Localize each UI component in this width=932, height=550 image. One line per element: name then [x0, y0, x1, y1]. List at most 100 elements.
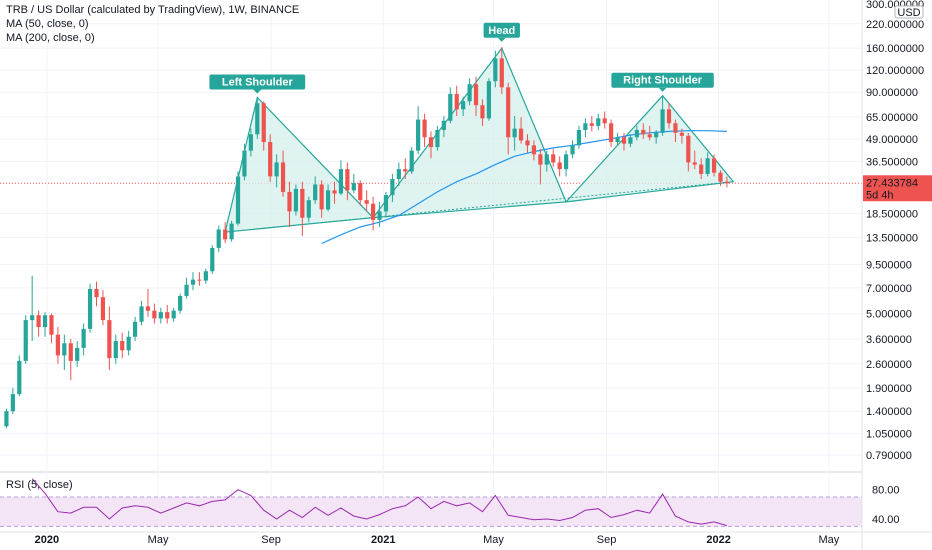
annotation-pointer	[253, 89, 262, 94]
ma50-line	[321, 130, 727, 245]
candle-body	[268, 142, 273, 177]
candle-body	[525, 140, 530, 146]
rsi-panel: 80.00 40.00	[0, 478, 900, 527]
candle-body	[602, 118, 607, 124]
price-tick-label: 3.600000	[866, 334, 912, 346]
candle-body	[10, 394, 15, 412]
candle-body	[666, 109, 672, 124]
candle-body	[332, 190, 337, 194]
candle-body	[255, 103, 260, 135]
candle-body	[705, 158, 710, 174]
rsi-tick-label: 40.00	[872, 514, 900, 526]
candle-body	[641, 129, 646, 135]
candle-body	[223, 229, 228, 240]
candle-body	[120, 341, 125, 351]
chart-title: TRB / US Dollar (calculated by TradingVi…	[6, 4, 300, 16]
time-tick-label: 2021	[371, 534, 395, 546]
neckline	[225, 181, 727, 233]
candle-body	[242, 150, 247, 177]
time-tick-label: May	[483, 534, 504, 546]
annotation-badge	[611, 72, 714, 88]
ma200-legend[interactable]: MA (200, close, 0)	[6, 32, 95, 44]
candle-body	[647, 134, 652, 138]
price-tick-label: 13.500000	[866, 233, 918, 245]
candle-body	[583, 123, 588, 130]
currency-label: USD	[897, 7, 920, 19]
time-axis[interactable]: 2020 May Sep 2021 May Sep 2022 May	[0, 531, 932, 546]
time-tick-label: May	[148, 534, 169, 546]
candle-body	[55, 334, 60, 356]
price-tick-label: 300.000000	[866, 0, 924, 11]
candle-body	[467, 84, 472, 102]
candle-body	[165, 312, 170, 319]
candle-body	[126, 336, 131, 351]
candle-body	[544, 154, 549, 165]
candle-body	[197, 279, 202, 281]
candle-body	[17, 360, 22, 395]
candle-body	[673, 123, 678, 133]
candle-body	[473, 84, 479, 106]
candle-body	[75, 347, 80, 361]
pattern-annotations: Left Shoulder Head Right Shoulder	[209, 22, 714, 94]
candle-body	[325, 190, 331, 210]
candle-body	[422, 119, 427, 138]
candles-layer	[4, 47, 730, 429]
candle-body	[679, 132, 684, 136]
price-tick-label: 1.900000	[866, 383, 912, 395]
candle-body	[589, 123, 594, 126]
time-tick-label: Sep	[597, 534, 617, 546]
candle-body	[203, 271, 208, 281]
candle-body	[596, 118, 601, 126]
candle-body	[557, 162, 562, 170]
candle-body	[42, 315, 48, 328]
annotation-label: Left Shoulder	[222, 77, 294, 89]
price-tick-label: 49.000000	[866, 134, 918, 146]
candle-body	[499, 58, 504, 88]
candle-body	[139, 306, 144, 322]
candle-body	[280, 162, 286, 192]
price-axis[interactable]: 300.000000 220.000000 160.000000 120.000000…	[861, 0, 932, 550]
currency-box	[894, 5, 924, 19]
candle-body	[628, 137, 633, 144]
candle-body	[274, 162, 279, 177]
annotation-pointer	[497, 37, 506, 42]
candle-body	[686, 135, 691, 163]
candle-body	[358, 183, 363, 201]
rsi-tick-label: 80.00	[872, 485, 900, 497]
candle-body	[699, 164, 704, 174]
rsi-legend[interactable]: RSI (5, close)	[6, 479, 73, 491]
candle-body	[506, 87, 511, 138]
candle-body	[210, 247, 215, 272]
candle-body	[293, 188, 299, 212]
price-tick-label: 2.600000	[866, 359, 912, 371]
candle-body	[377, 211, 382, 220]
candle-body	[609, 123, 614, 143]
candle-body	[306, 200, 311, 218]
ma50-legend[interactable]: MA (50, close, 0)	[6, 18, 89, 30]
last-price-value: 27.433784	[866, 177, 918, 189]
candle-body	[345, 169, 350, 191]
candle-body	[68, 343, 73, 361]
candle-body	[493, 58, 498, 82]
candle-body	[364, 200, 369, 204]
candle-body	[448, 93, 453, 121]
candle-body	[248, 134, 253, 151]
candle-body	[107, 320, 112, 359]
candle-body	[403, 169, 408, 172]
candle-body	[383, 195, 389, 212]
candle-body	[171, 310, 176, 319]
time-tick-label: 2022	[706, 534, 730, 546]
price-tick-label: 5.000000	[866, 309, 912, 321]
price-tick-label: 1.050000	[866, 428, 912, 440]
candle-body	[660, 109, 665, 133]
candle-body	[338, 169, 344, 194]
candle-body	[480, 105, 485, 119]
candle-body	[235, 176, 241, 224]
candle-body	[178, 295, 183, 311]
candle-body	[486, 81, 491, 119]
candle-body	[287, 191, 292, 212]
pattern-head	[371, 47, 567, 219]
candle-body	[435, 129, 440, 148]
candle-body	[113, 341, 118, 359]
